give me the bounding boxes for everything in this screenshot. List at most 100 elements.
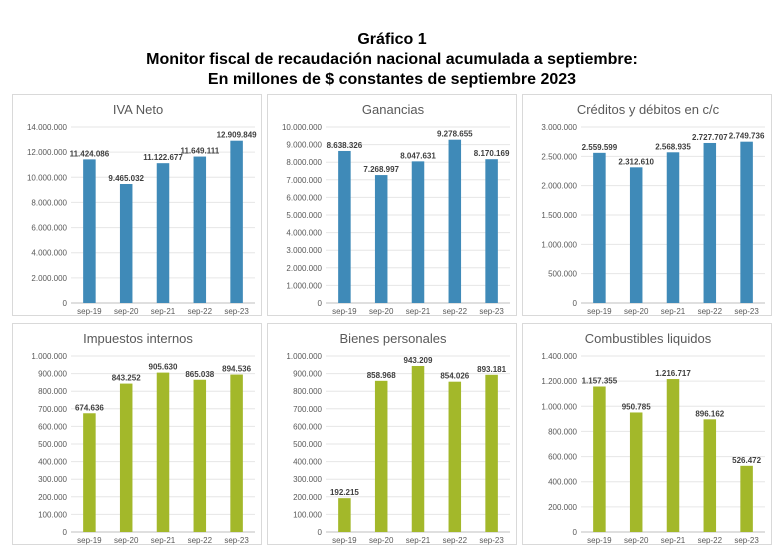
chart-creditos-debitos: Créditos y débitos en c/c 0 500.000 1.000.0…: [541, 102, 765, 316]
figure-heading: Gráfico 1 Monitor fiscal de recaudación …: [0, 30, 784, 90]
x-tick-label: sep-19: [587, 536, 612, 545]
data-label: 893.181: [477, 365, 506, 374]
chart-title: Impuestos internos: [83, 331, 193, 346]
y-tick-label: 600.000: [38, 422, 67, 431]
chart-panel-bienes-personales: Bienes personales 0 100.000 200.000 300.000 4…: [267, 323, 517, 545]
data-label: 858.968: [367, 371, 396, 380]
chart-combustibles: Combustibles liquidos 0 200.000 400.000 600.…: [541, 331, 765, 545]
x-tick-label: sep-22: [443, 536, 468, 545]
data-label: 2.559.599: [582, 143, 618, 152]
x-tick-label: sep-19: [332, 307, 357, 316]
bar: [83, 413, 96, 532]
y-tick-label: 700.000: [293, 405, 322, 414]
bar: [193, 156, 207, 303]
x-tick-label: sep-21: [661, 307, 686, 316]
data-label: 894.536: [222, 365, 251, 374]
chart-title: IVA Neto: [113, 102, 163, 117]
bar: [411, 365, 425, 532]
x-tick-label: sep-20: [624, 536, 649, 545]
y-tick-label: 4.000.000: [31, 249, 67, 258]
y-tick-label: 300.000: [38, 475, 67, 484]
x-tick-label: sep-22: [188, 536, 213, 545]
bar: [411, 161, 425, 303]
y-tick-label: 2.000.000: [31, 274, 67, 283]
chart-panel-ganancias: Ganancias 0 1.000.000 2.000.000 3.000.000 4.0…: [267, 94, 517, 316]
x-tick-label: sep-22: [698, 536, 723, 545]
bar: [740, 141, 753, 303]
bar: [230, 374, 243, 532]
y-tick-label: 5.000.000: [286, 211, 322, 220]
bar: [374, 380, 388, 532]
chart-iva-neto: IVA Neto 0 2.000.000 4.000.000 6.000.000 8.00…: [27, 102, 257, 316]
bar: [629, 167, 643, 303]
figure-title: Monitor fiscal de recaudación nacional a…: [146, 51, 638, 68]
y-tick-label: 100.000: [38, 510, 67, 519]
y-tick-label: 0: [573, 528, 578, 537]
x-tick-label: sep-21: [406, 307, 431, 316]
data-label: 192.215: [330, 488, 359, 497]
bar: [374, 175, 388, 303]
bar: [156, 372, 170, 532]
data-label: 843.252: [112, 374, 141, 383]
chart-panel-iva-neto: IVA Neto 0 2.000.000 4.000.000 6.000.000 8.00…: [12, 94, 262, 316]
y-tick-label: 9.000.000: [286, 141, 322, 150]
bar: [629, 412, 643, 532]
bar: [119, 383, 133, 532]
x-tick-label: sep-22: [443, 307, 468, 316]
x-tick-label: sep-22: [188, 307, 213, 316]
x-tick-label: sep-23: [734, 536, 759, 545]
chart-title: Bienes personales: [340, 331, 447, 346]
y-tick-label: 7.000.000: [286, 176, 322, 185]
figure-number: Gráfico 1: [357, 31, 427, 48]
data-label: 7.268.997: [363, 165, 399, 174]
y-tick-label: 1.000.000: [286, 352, 322, 361]
x-tick-label: sep-23: [224, 536, 249, 545]
bar: [156, 163, 170, 303]
y-tick-label: 0: [63, 299, 68, 308]
x-tick-label: sep-19: [332, 536, 357, 545]
y-tick-label: 3.000.000: [541, 123, 577, 132]
data-label: 1.157.355: [582, 377, 618, 386]
y-tick-label: 500.000: [38, 440, 67, 449]
data-label: 896.162: [695, 409, 724, 418]
y-tick-label: 700.000: [38, 405, 67, 414]
bar: [593, 386, 606, 532]
y-tick-label: 6.000.000: [286, 193, 322, 202]
x-tick-label: sep-20: [624, 307, 649, 316]
chart-ganancias: Ganancias 0 1.000.000 2.000.000 3.000.000 4.0…: [282, 102, 510, 316]
x-tick-label: sep-19: [77, 536, 102, 545]
chart-bienes-personales: Bienes personales 0 100.000 200.000 300.000 4…: [286, 331, 510, 545]
y-tick-label: 3.000.000: [286, 246, 322, 255]
chart-title: Combustibles liquidos: [585, 331, 712, 346]
x-tick-label: sep-20: [369, 536, 394, 545]
data-label: 526.472: [732, 456, 761, 465]
data-label: 905.630: [149, 363, 178, 372]
data-label: 8.170.169: [474, 149, 510, 158]
y-tick-label: 1.000.000: [541, 240, 577, 249]
y-tick-label: 800.000: [548, 427, 577, 436]
bar: [666, 379, 680, 532]
bar: [83, 159, 96, 303]
y-tick-label: 0: [573, 299, 578, 308]
bar: [338, 498, 351, 532]
y-tick-label: 1.000.000: [31, 352, 67, 361]
y-tick-label: 1.000.000: [286, 281, 322, 290]
x-tick-label: sep-23: [734, 307, 759, 316]
bar: [485, 374, 498, 532]
y-tick-label: 400.000: [38, 458, 67, 467]
y-tick-label: 0: [318, 528, 323, 537]
bar: [666, 152, 680, 303]
y-tick-label: 200.000: [38, 493, 67, 502]
bar: [448, 381, 462, 532]
bar: [593, 152, 606, 303]
chart-impuestos-internos: Impuestos internos 0 100.000 200.000 300.000…: [31, 331, 255, 545]
bar: [485, 159, 498, 303]
data-label: 674.636: [75, 403, 104, 412]
x-tick-label: sep-23: [479, 307, 504, 316]
x-tick-label: sep-21: [151, 307, 176, 316]
y-tick-label: 12.000.000: [27, 148, 68, 157]
y-tick-label: 2.000.000: [286, 264, 322, 273]
bar: [119, 184, 133, 303]
bar: [193, 379, 207, 532]
chart-title: Créditos y débitos en c/c: [577, 102, 720, 117]
